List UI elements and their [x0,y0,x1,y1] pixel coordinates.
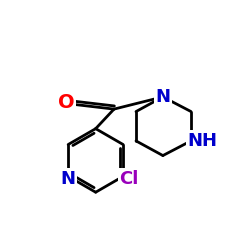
Text: NH: NH [187,132,217,150]
Text: O: O [58,94,75,112]
Text: N: N [156,88,170,106]
Text: N: N [61,170,76,188]
Text: Cl: Cl [120,170,139,188]
